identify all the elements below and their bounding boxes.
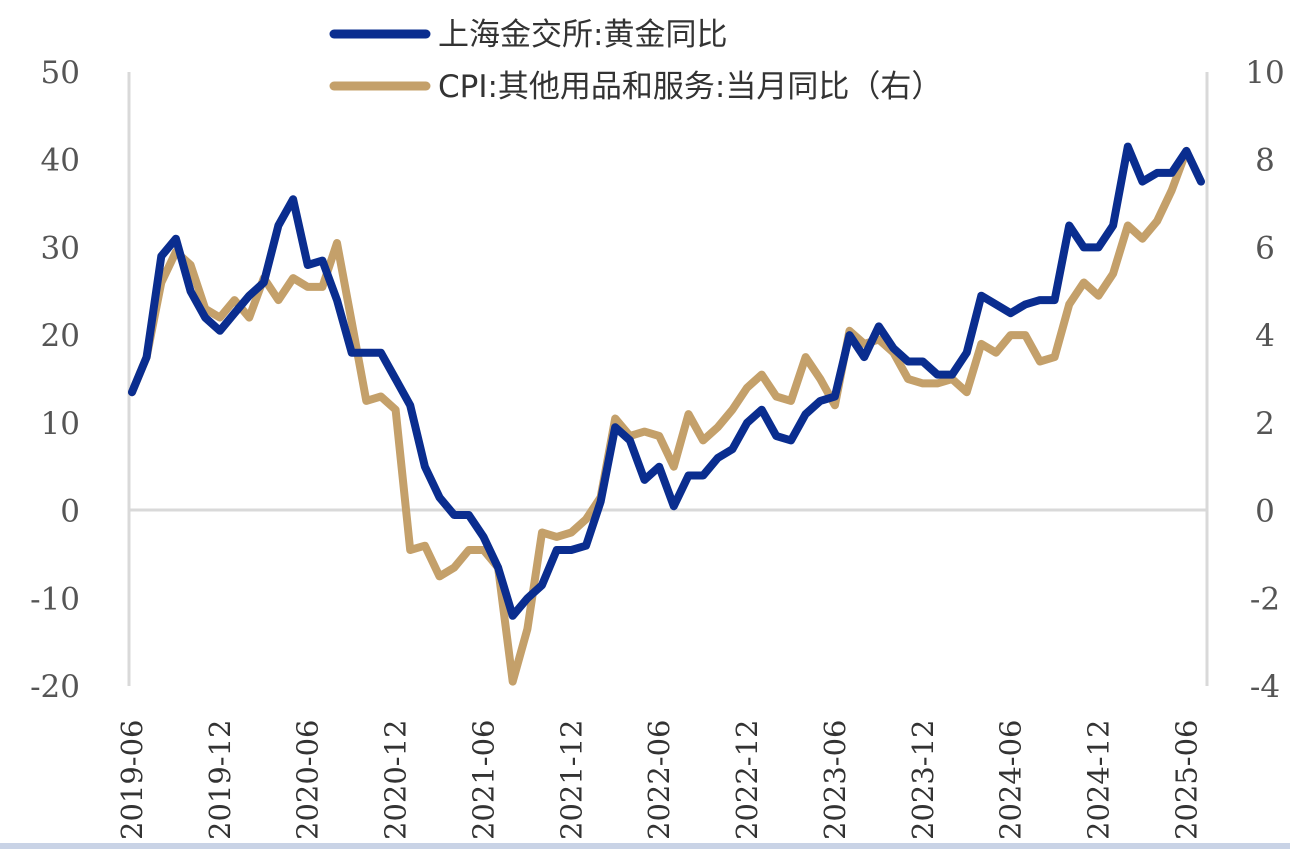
right-tick-label: 8: [1255, 143, 1275, 179]
right-tick-label: 2: [1255, 406, 1275, 442]
right-tick-label: 4: [1255, 318, 1275, 354]
right-tick-label: -4: [1250, 669, 1280, 705]
left-tick-label: 50: [41, 55, 80, 91]
series-line-cpi-other: [128, 146, 1191, 686]
left-tick-label: 0: [60, 494, 80, 530]
left-tick-label: 10: [41, 406, 80, 442]
legend-label-gold-yoy: 上海金交所:黄金同比: [438, 17, 727, 53]
x-tick-label: 2022-06: [642, 719, 676, 840]
legend-label-cpi-other: CPI:其他用品和服务:当月同比（右）: [438, 69, 942, 105]
x-tick-label: 2019-12: [203, 719, 237, 840]
x-tick-label: 2024-12: [1081, 719, 1115, 840]
legend: 上海金交所:黄金同比 CPI:其他用品和服务:当月同比（右）: [329, 17, 942, 105]
left-tick-label: 40: [41, 143, 80, 179]
right-tick-label: 10: [1245, 55, 1284, 91]
series-line-gold-yoy: [128, 142, 1205, 620]
left-axis-ticks: -20 -10 0 10 20 30 40 50: [30, 55, 80, 705]
x-tick-label: 2023-12: [906, 719, 940, 840]
left-tick-label: 30: [41, 230, 80, 266]
right-tick-label: 6: [1255, 230, 1275, 266]
x-tick-label: 2023-06: [818, 719, 852, 840]
left-tick-label: -10: [30, 581, 80, 617]
x-tick-label: 2021-06: [466, 719, 500, 840]
x-tick-label: 2024-06: [994, 719, 1028, 840]
x-tick-label: 2020-12: [379, 719, 413, 840]
x-tick-label: 2020-06: [291, 719, 325, 840]
x-tick-label: 2021-12: [554, 719, 588, 840]
right-tick-label: -2: [1250, 581, 1280, 617]
right-axis-ticks: -4 -2 0 2 4 6 8 10: [1245, 55, 1284, 705]
left-tick-label: 20: [41, 318, 80, 354]
bottom-border: [0, 843, 1290, 849]
right-tick-label: 0: [1255, 494, 1275, 530]
left-tick-label: -20: [30, 669, 80, 705]
series-layer: [128, 142, 1205, 686]
x-tick-label: 2025-06: [1169, 719, 1203, 840]
x-axis-ticks: 2019-06 2019-12 2020-06 2020-12 2021-06 2021-…: [115, 719, 1203, 840]
x-tick-label: 2019-06: [115, 719, 149, 840]
x-tick-label: 2022-12: [730, 719, 764, 840]
